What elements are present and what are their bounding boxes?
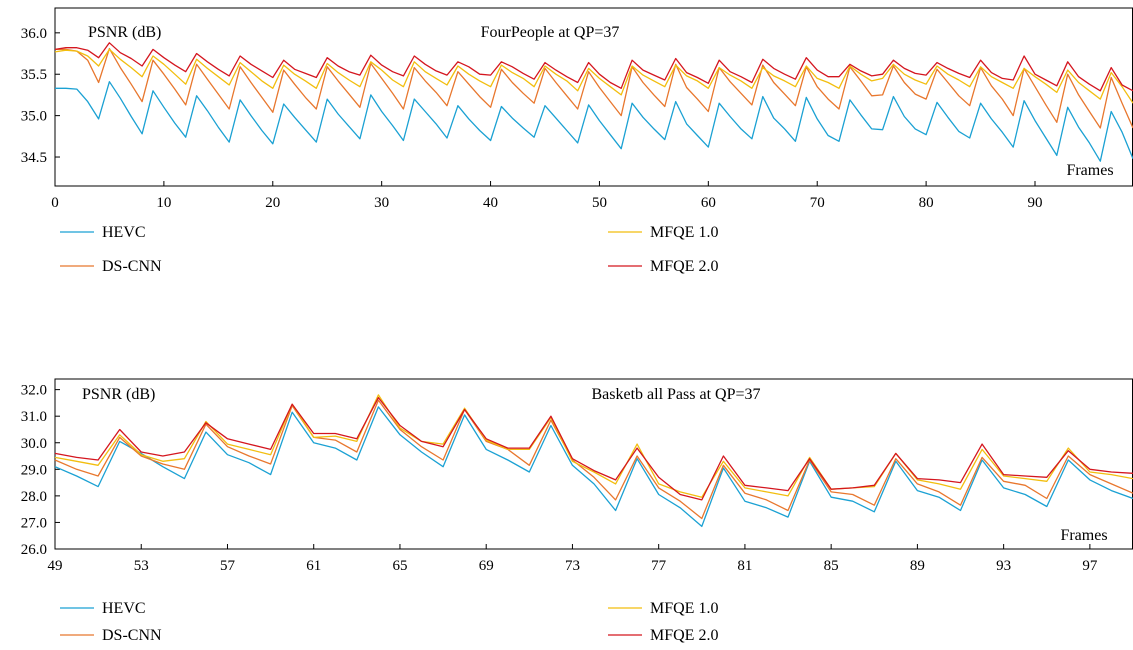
chart-1: 0 10 20 30 40 50 60 70 80 90 34.5 35.0 35.5 36.0 FourP… xyxy=(21,7,1133,275)
legend-label: MFQE 1.0 xyxy=(650,224,718,241)
series-line-hevc xyxy=(55,81,1133,162)
legend-label: MFQE 2.0 xyxy=(650,627,718,644)
legend-label: DS-CNN xyxy=(102,627,162,644)
chart-title: Basketb all Pass at QP=37 xyxy=(591,386,760,403)
y-tick-label: 28.0 xyxy=(21,489,47,505)
y-tick-label: 35.0 xyxy=(21,109,47,125)
y-tick-label: 26.0 xyxy=(21,542,47,558)
x-tick-label: 53 xyxy=(134,558,149,574)
series-line-mfqe-1-0 xyxy=(54,394,1133,498)
x-tick-label: 90 xyxy=(1028,195,1043,211)
legend: HEVC DS-CNN MFQE 1.0 MFQE 2.0 xyxy=(60,600,718,644)
legend-label: HEVC xyxy=(102,224,146,241)
legend-label: HEVC xyxy=(102,600,146,617)
x-tick-label: 57 xyxy=(220,558,236,574)
x-axis-label: Frames xyxy=(1060,527,1107,544)
x-tick-label: 93 xyxy=(996,558,1011,574)
x-tick-label: 69 xyxy=(479,558,494,574)
legend-label: MFQE 2.0 xyxy=(650,258,718,275)
x-tick-label: 97 xyxy=(1082,558,1098,574)
y-tick-label: 36.0 xyxy=(21,26,47,42)
x-tick-label: 81 xyxy=(737,558,752,574)
series-line-hevc xyxy=(54,406,1133,528)
x-tick-label: 70 xyxy=(810,195,825,211)
x-tick-label: 89 xyxy=(910,558,925,574)
chart-2: 49 53 57 61 65 69 73 77 81 85 89 93 97 26.0 27.0 28.0 29… xyxy=(21,378,1133,644)
legend: HEVC DS-CNN MFQE 1.0 MFQE 2.0 xyxy=(60,224,718,275)
y-tick-label: 31.0 xyxy=(21,409,47,425)
y-tick-label: 30.0 xyxy=(21,436,47,452)
x-tick-label: 0 xyxy=(51,195,59,211)
x-tick-label: 30 xyxy=(374,195,389,211)
y-tick-label: 35.5 xyxy=(21,67,47,83)
x-tick-label: 65 xyxy=(392,558,407,574)
legend-label: MFQE 1.0 xyxy=(650,600,718,617)
series-line-mfqe-2-0 xyxy=(54,42,1133,92)
x-tick-label: 20 xyxy=(265,195,280,211)
x-tick-label: 61 xyxy=(306,558,321,574)
y-tick-label: 34.5 xyxy=(21,150,47,166)
series-line-mfqe-2-0 xyxy=(54,396,1133,501)
x-tick-label: 77 xyxy=(651,558,667,574)
y-axis-label: PSNR (dB) xyxy=(82,386,155,403)
y-axis-label: PSNR (dB) xyxy=(88,24,161,41)
x-tick-label: 50 xyxy=(592,195,607,211)
series-line-ds-cnn xyxy=(54,399,1133,520)
x-tick-label: 10 xyxy=(156,195,171,211)
x-tick-label: 85 xyxy=(824,558,839,574)
series-line-mfqe-1-0 xyxy=(54,48,1133,104)
x-tick-label: 60 xyxy=(701,195,716,211)
x-tick-label: 73 xyxy=(565,558,580,574)
chart-title: FourPeople at QP=37 xyxy=(481,24,620,41)
y-tick-label: 27.0 xyxy=(21,515,47,531)
series-line-ds-cnn xyxy=(55,47,1133,129)
y-tick-label: 29.0 xyxy=(21,462,47,478)
x-tick-label: 49 xyxy=(48,558,63,574)
y-tick-label: 32.0 xyxy=(21,383,47,399)
x-tick-label: 80 xyxy=(919,195,934,211)
x-tick-label: 40 xyxy=(483,195,498,211)
legend-label: DS-CNN xyxy=(102,258,162,275)
x-axis-label: Frames xyxy=(1066,162,1113,179)
